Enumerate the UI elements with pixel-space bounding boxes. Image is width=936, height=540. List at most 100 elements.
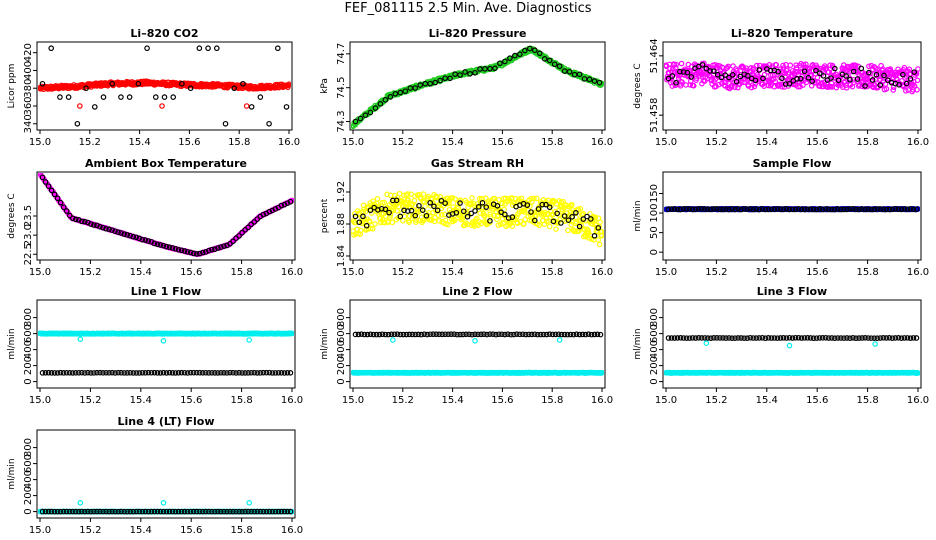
data-point <box>850 335 856 341</box>
data-point <box>910 206 917 213</box>
data-point <box>494 213 501 220</box>
y-axis-label: ml/min <box>320 328 330 359</box>
data-point <box>236 369 242 376</box>
data-point <box>832 335 838 341</box>
data-point <box>551 61 558 68</box>
data-point <box>356 219 363 226</box>
y-tick-label: 420 <box>23 43 34 62</box>
data-point <box>416 202 422 209</box>
y-tick-label: 0 <box>649 378 660 384</box>
data-point <box>468 200 474 207</box>
x-tick-label: 15.6 <box>806 137 828 148</box>
data-point <box>409 331 416 338</box>
y-tick-label: 74.3 <box>336 110 347 132</box>
data-point <box>483 204 490 210</box>
data-point <box>412 85 419 91</box>
data-point <box>421 331 428 337</box>
data-point <box>475 331 481 338</box>
data-point <box>913 335 920 341</box>
data-point <box>524 202 531 208</box>
data-point <box>478 331 484 338</box>
data-point <box>109 227 115 233</box>
x-tick-label: 15.0 <box>29 267 51 278</box>
data-point <box>774 335 781 341</box>
data-point <box>883 335 890 341</box>
data-point <box>493 331 499 338</box>
data-point <box>596 79 603 86</box>
data-point <box>723 335 729 341</box>
data-point <box>844 206 850 213</box>
y-tick-label: 200 <box>649 356 660 375</box>
data-point <box>750 206 756 213</box>
data-point <box>571 71 578 78</box>
data-point <box>145 369 152 376</box>
data-point <box>915 370 920 376</box>
data-point <box>523 331 529 338</box>
data-point <box>850 68 857 75</box>
data-point <box>914 86 920 93</box>
data-point <box>597 219 603 225</box>
data-point <box>554 210 560 217</box>
data-point <box>133 370 140 376</box>
data-point <box>813 335 820 341</box>
data-point <box>668 335 675 341</box>
data-point <box>723 206 729 212</box>
data-point <box>686 206 693 212</box>
outlier-point <box>390 337 396 343</box>
data-point <box>187 369 194 376</box>
data-point <box>372 105 379 111</box>
data-point <box>239 370 245 376</box>
outlier-point <box>160 337 167 344</box>
data-point <box>221 369 227 376</box>
data-point <box>457 200 463 206</box>
data-point <box>281 370 288 376</box>
data-point <box>364 331 371 338</box>
data-point <box>492 65 498 72</box>
data-point <box>79 369 85 376</box>
data-point <box>352 213 359 220</box>
data-point <box>511 331 517 338</box>
x-tick-label: 15.6 <box>806 267 828 278</box>
data-point <box>756 335 763 341</box>
data-point <box>803 61 809 67</box>
data-point <box>543 201 549 208</box>
data-point <box>804 335 811 341</box>
data-point <box>592 214 599 221</box>
data-point <box>170 94 177 100</box>
y-tick-label: 200 <box>23 356 34 375</box>
data-point <box>352 118 359 125</box>
data-point <box>130 370 137 376</box>
plot-frame <box>36 429 296 519</box>
x-tick-label: 15.0 <box>655 137 677 148</box>
data-point <box>91 222 97 228</box>
data-point <box>206 247 212 254</box>
data-point <box>793 62 799 69</box>
x-tick-label: 15.8 <box>230 525 252 536</box>
data-point <box>175 246 182 253</box>
data-point <box>541 56 548 62</box>
data-point <box>439 331 445 338</box>
data-point <box>798 335 805 341</box>
outlier-point <box>472 337 478 344</box>
data-point <box>212 370 218 376</box>
data-point <box>512 52 518 59</box>
data-point <box>94 222 100 229</box>
x-tick-label: 15.8 <box>541 267 563 278</box>
data-point <box>212 246 218 253</box>
data-point <box>127 232 134 239</box>
data-layer <box>38 499 294 515</box>
data-point <box>152 94 159 100</box>
data-point <box>248 104 255 110</box>
data-point <box>388 331 395 338</box>
data-point <box>832 65 838 72</box>
data-point <box>525 331 532 338</box>
data-point <box>552 331 559 338</box>
data-point <box>868 335 874 341</box>
data-point <box>744 335 750 342</box>
y-tick-label: 400 <box>336 340 347 359</box>
data-point <box>539 201 546 208</box>
data-point <box>283 104 290 110</box>
data-point <box>166 244 173 250</box>
